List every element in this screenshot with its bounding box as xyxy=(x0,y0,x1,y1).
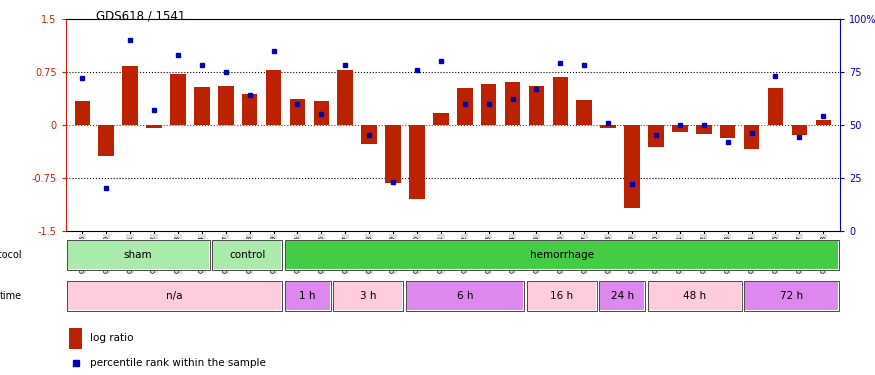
Bar xyxy=(66,281,283,311)
Bar xyxy=(457,88,472,125)
Text: 48 h: 48 h xyxy=(683,291,706,301)
Bar xyxy=(146,124,162,128)
Bar xyxy=(696,124,711,134)
Bar xyxy=(624,124,640,208)
Bar xyxy=(745,281,839,311)
Bar xyxy=(361,124,377,144)
Bar xyxy=(66,281,283,311)
Text: protocol: protocol xyxy=(0,250,22,260)
Bar xyxy=(385,124,401,183)
Bar xyxy=(212,240,283,270)
Text: 72 h: 72 h xyxy=(780,291,803,301)
Bar xyxy=(333,281,403,311)
Bar xyxy=(284,281,331,311)
Bar xyxy=(212,240,283,270)
Bar xyxy=(527,281,597,311)
Bar xyxy=(66,240,210,270)
Bar xyxy=(816,120,831,124)
Text: sham: sham xyxy=(124,250,152,260)
Bar xyxy=(433,113,449,125)
Text: 3 h: 3 h xyxy=(360,291,376,301)
Bar xyxy=(74,101,90,124)
Bar xyxy=(767,88,783,125)
Bar xyxy=(720,124,735,138)
Bar xyxy=(577,100,592,124)
Text: hemorrhage: hemorrhage xyxy=(529,250,594,260)
Bar xyxy=(406,281,524,311)
Bar xyxy=(648,124,664,147)
Text: n/a: n/a xyxy=(166,291,183,301)
Bar xyxy=(481,84,496,124)
Bar xyxy=(242,94,257,124)
Text: time: time xyxy=(0,291,22,301)
Bar xyxy=(410,124,424,199)
Bar xyxy=(672,124,688,132)
Bar xyxy=(745,281,839,311)
Bar xyxy=(290,99,305,124)
Bar xyxy=(69,328,82,349)
Text: control: control xyxy=(229,250,265,260)
Bar xyxy=(284,281,331,311)
Bar xyxy=(600,124,616,128)
Bar xyxy=(284,240,839,270)
Bar xyxy=(266,70,282,124)
Bar xyxy=(99,124,114,156)
Bar xyxy=(553,76,568,125)
Bar xyxy=(66,240,210,270)
Text: 16 h: 16 h xyxy=(550,291,573,301)
Bar xyxy=(218,86,234,124)
Bar xyxy=(333,281,403,311)
Text: 6 h: 6 h xyxy=(457,291,473,301)
Bar xyxy=(284,240,839,270)
Bar xyxy=(171,74,186,124)
Text: 24 h: 24 h xyxy=(611,291,634,301)
Bar xyxy=(338,70,353,124)
Text: GDS618 / 1541: GDS618 / 1541 xyxy=(96,9,186,22)
Bar xyxy=(527,281,597,311)
Bar xyxy=(792,124,807,135)
Bar xyxy=(313,101,329,124)
Bar xyxy=(648,281,742,311)
Bar xyxy=(406,281,524,311)
Bar xyxy=(528,86,544,124)
Bar xyxy=(599,281,645,311)
Bar xyxy=(599,281,645,311)
Bar xyxy=(744,124,760,149)
Text: log ratio: log ratio xyxy=(90,333,134,343)
Text: percentile rank within the sample: percentile rank within the sample xyxy=(90,358,266,369)
Bar xyxy=(194,87,210,124)
Bar xyxy=(505,82,521,124)
Bar xyxy=(648,281,742,311)
Text: 1 h: 1 h xyxy=(299,291,316,301)
Bar xyxy=(123,66,138,124)
